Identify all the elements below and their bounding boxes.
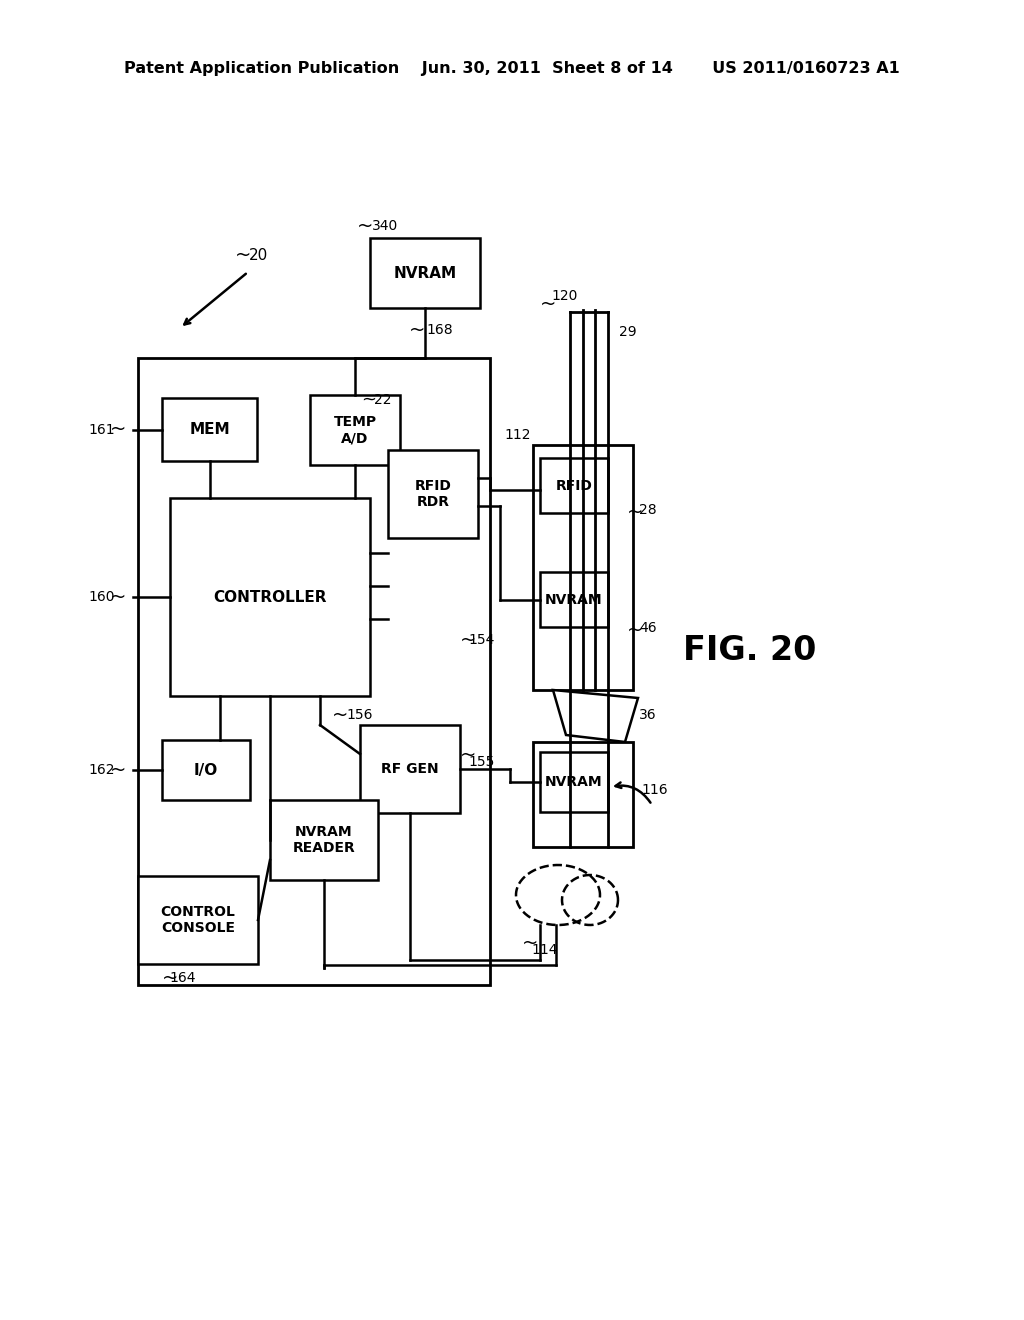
Bar (540, 752, 608, 812)
Bar (162, 399, 257, 461)
Text: 20: 20 (249, 248, 267, 263)
Text: 112: 112 (505, 428, 531, 442)
Text: RF GEN: RF GEN (381, 762, 439, 776)
Text: 164: 164 (170, 972, 197, 985)
Text: ~: ~ (460, 631, 476, 649)
Text: ~: ~ (460, 746, 476, 764)
Text: 46: 46 (639, 620, 656, 635)
Text: 29: 29 (620, 325, 637, 339)
Text: NVRAM: NVRAM (393, 265, 457, 281)
Text: NVRAM: NVRAM (545, 775, 603, 789)
Bar (162, 741, 250, 800)
Bar (138, 358, 490, 985)
Bar (540, 458, 608, 513)
Text: 22: 22 (374, 393, 392, 407)
Text: 156: 156 (347, 708, 374, 722)
Bar (534, 445, 633, 690)
Bar (534, 742, 633, 847)
Bar (540, 572, 608, 627)
Bar (388, 450, 478, 539)
Text: FIG. 20: FIG. 20 (683, 634, 817, 667)
Text: ~: ~ (409, 321, 425, 339)
Text: CONTROL
CONSOLE: CONTROL CONSOLE (161, 906, 236, 935)
Text: 160: 160 (89, 590, 116, 605)
Bar (170, 498, 370, 696)
Text: ~: ~ (522, 933, 539, 953)
Text: 28: 28 (639, 503, 656, 517)
Text: I/O: I/O (194, 763, 218, 777)
Text: ~: ~ (110, 420, 126, 440)
Bar (138, 876, 258, 964)
Text: ~: ~ (234, 246, 251, 264)
Text: 154: 154 (469, 634, 496, 647)
Text: 114: 114 (531, 942, 558, 957)
Text: 161: 161 (89, 422, 116, 437)
Text: NVRAM: NVRAM (545, 593, 603, 606)
Text: 162: 162 (89, 763, 116, 777)
Text: NVRAM
READER: NVRAM READER (293, 825, 355, 855)
Text: 340: 340 (372, 219, 398, 234)
Text: ~: ~ (110, 760, 126, 780)
Text: 36: 36 (639, 708, 656, 722)
Text: CONTROLLER: CONTROLLER (213, 590, 327, 605)
Text: ~: ~ (627, 503, 643, 521)
Text: TEMP
A/D: TEMP A/D (334, 414, 377, 445)
Text: ~: ~ (540, 294, 556, 314)
Text: ~: ~ (627, 620, 643, 639)
Text: RFID: RFID (556, 479, 593, 492)
Bar (360, 725, 460, 813)
Text: Patent Application Publication    Jun. 30, 2011  Sheet 8 of 14       US 2011/016: Patent Application Publication Jun. 30, … (124, 61, 900, 75)
Text: ~: ~ (361, 391, 377, 409)
Text: ~: ~ (356, 216, 373, 235)
Text: 155: 155 (469, 755, 496, 770)
Text: 116: 116 (642, 783, 669, 797)
Text: 168: 168 (427, 323, 454, 337)
Bar (310, 395, 400, 465)
Text: ~: ~ (332, 705, 348, 725)
Bar (370, 238, 480, 308)
Text: ~: ~ (162, 969, 178, 987)
Polygon shape (553, 690, 638, 742)
Bar (270, 800, 378, 880)
Text: ~: ~ (110, 587, 126, 606)
Text: RFID
RDR: RFID RDR (415, 479, 452, 510)
Text: MEM: MEM (189, 422, 229, 437)
Text: 120: 120 (552, 289, 579, 304)
